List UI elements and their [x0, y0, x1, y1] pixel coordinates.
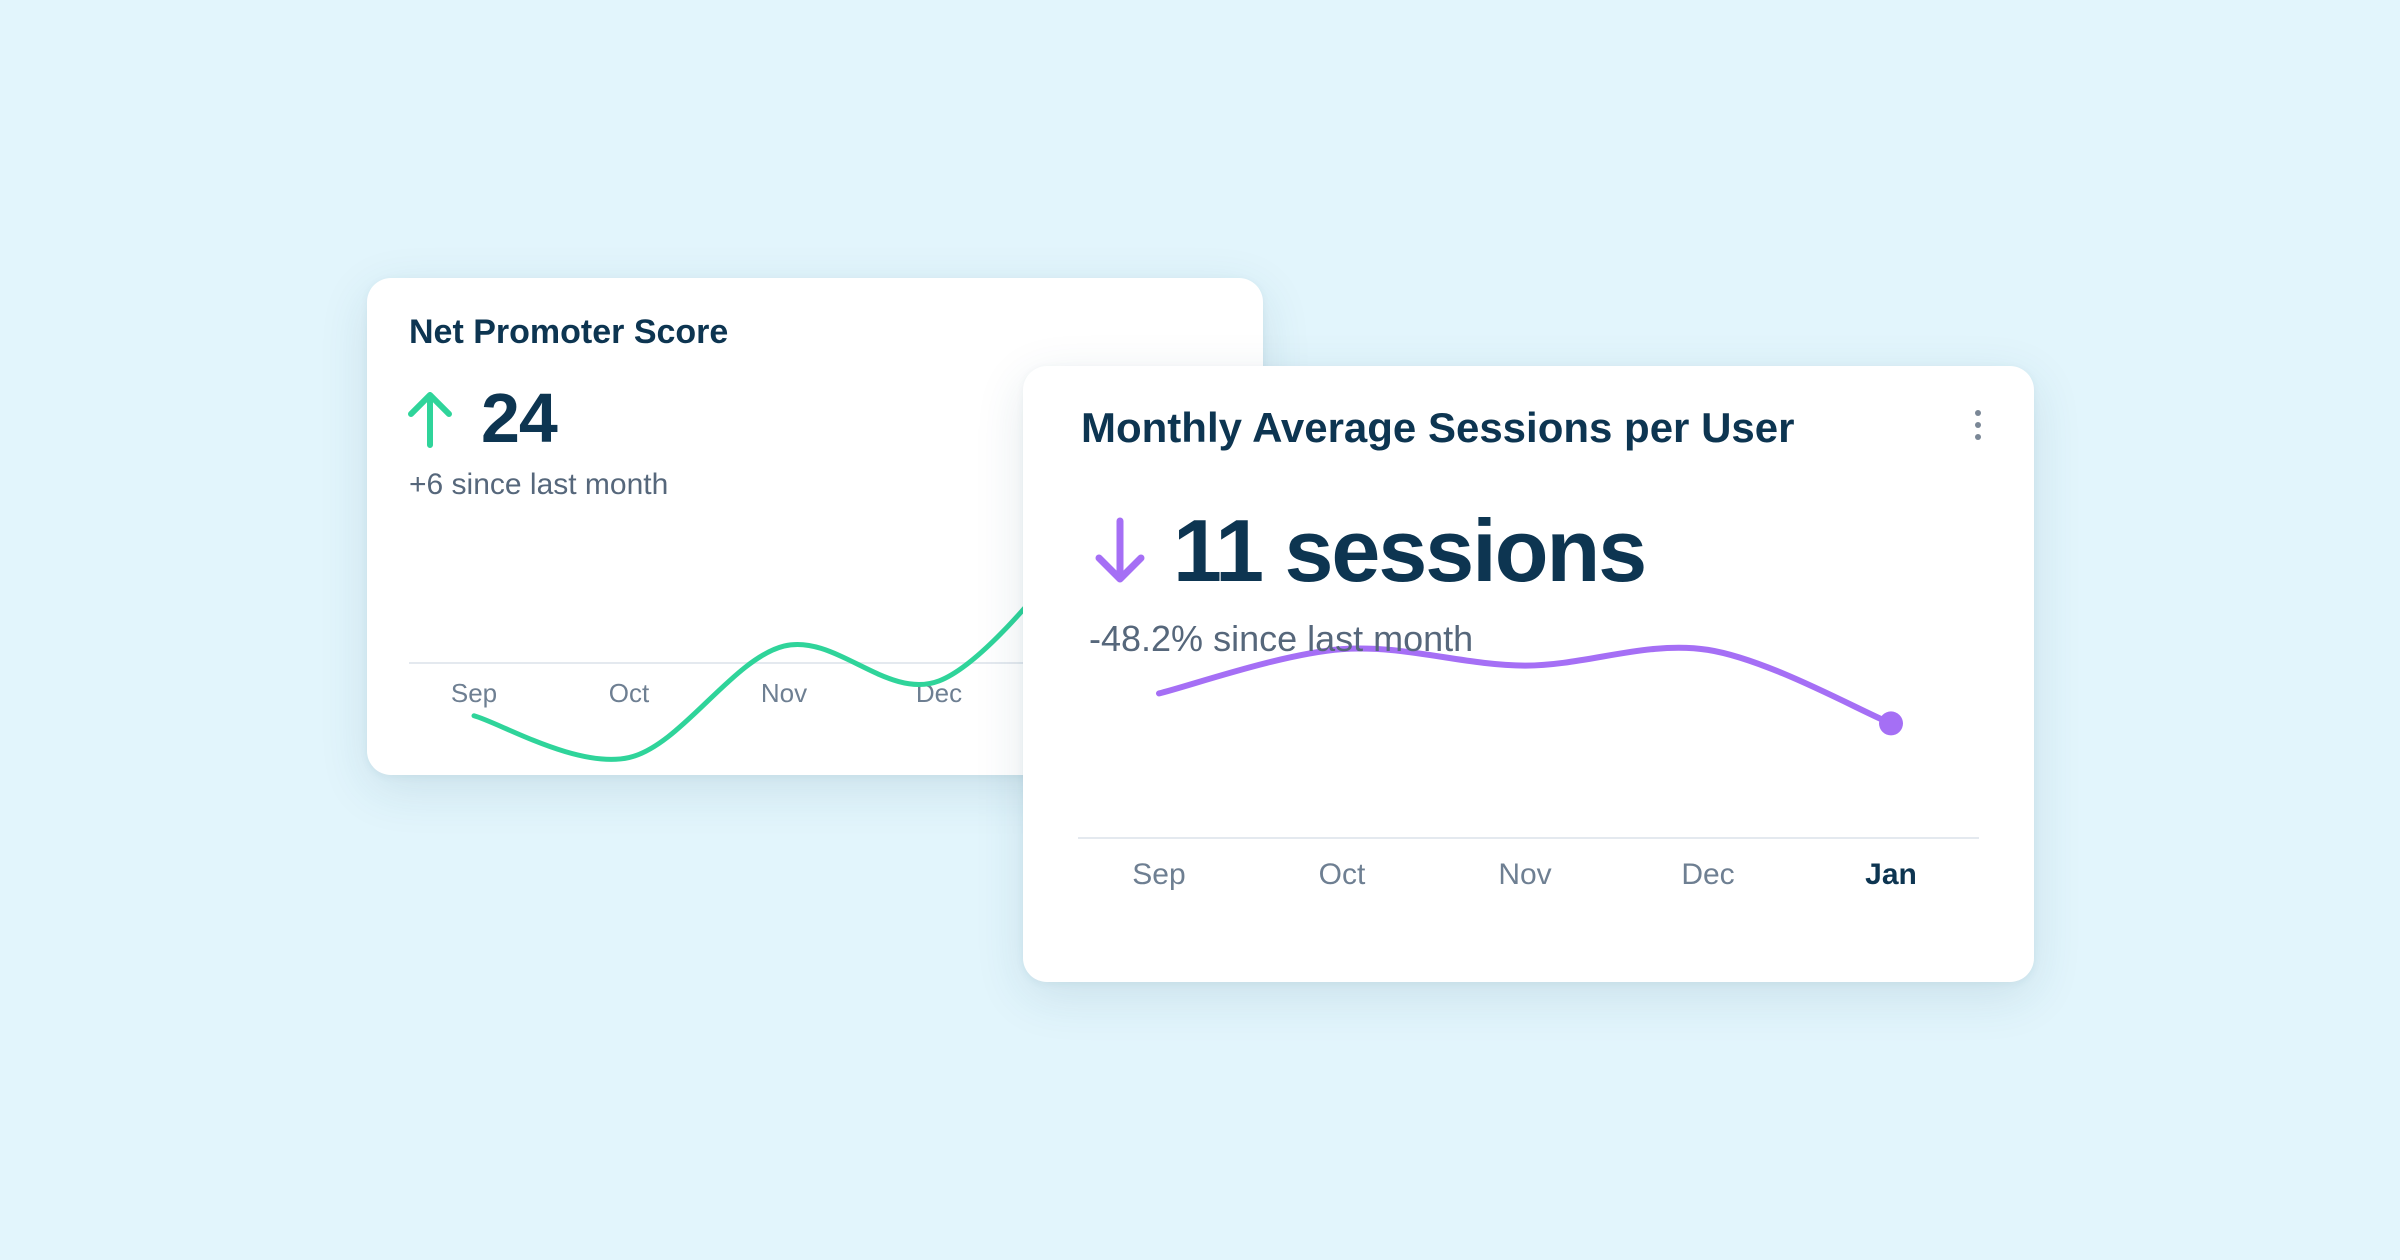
- undefined-x-tick-label: Dec: [1681, 858, 1734, 891]
- sessions-card: Sep Oct Nov Dec Jan Monthly Average Sessions…: [1023, 366, 2034, 982]
- undefined-data-point: [1708, 649, 1709, 650]
- sessions-value: 11 sessions: [1173, 501, 1647, 600]
- undefined-data-point: [1525, 665, 1526, 666]
- undefined-data-point: [939, 680, 940, 681]
- sessions-metric: 11 sessions: [1091, 496, 1647, 606]
- undefined-data-point: [474, 715, 475, 716]
- undefined-x-tick-label: Nov: [761, 678, 807, 708]
- nps-metric: 24: [405, 378, 558, 458]
- sessions-delta-text: -48.2% since last month: [1089, 618, 1474, 659]
- nps-delta-text: +6 since last month: [409, 468, 669, 501]
- undefined-data-point: [784, 646, 785, 647]
- undefined-series-line: [1156, 644, 1894, 727]
- undefined-x-tick-label: Oct: [609, 678, 650, 708]
- undefined-current-point[interactable]: [1879, 711, 1903, 736]
- undefined-data-point: [1159, 693, 1160, 694]
- undefined-data-point: [629, 757, 630, 758]
- undefined-series-line: [471, 525, 1097, 762]
- undefined-x-tick-label: Sep: [451, 678, 497, 708]
- arrow-up-icon: [405, 387, 455, 449]
- arrow-down-icon: [1091, 515, 1149, 587]
- more-vertical-icon[interactable]: [1973, 410, 1983, 446]
- undefined-x-tick-label: Nov: [1498, 858, 1551, 891]
- sessions-card-title: Monthly Average Sessions per User: [1081, 404, 1795, 451]
- undefined-x-tick-label: Jan: [1865, 858, 1917, 891]
- undefined-x-tick-label: Oct: [1319, 858, 1366, 891]
- undefined-x-tick-label: Sep: [1132, 858, 1185, 891]
- nps-value: 24: [481, 379, 558, 457]
- nps-card-title: Net Promoter Score: [409, 313, 729, 351]
- sessions-line-chart: Sep Oct Nov Dec Jan: [1078, 644, 1979, 891]
